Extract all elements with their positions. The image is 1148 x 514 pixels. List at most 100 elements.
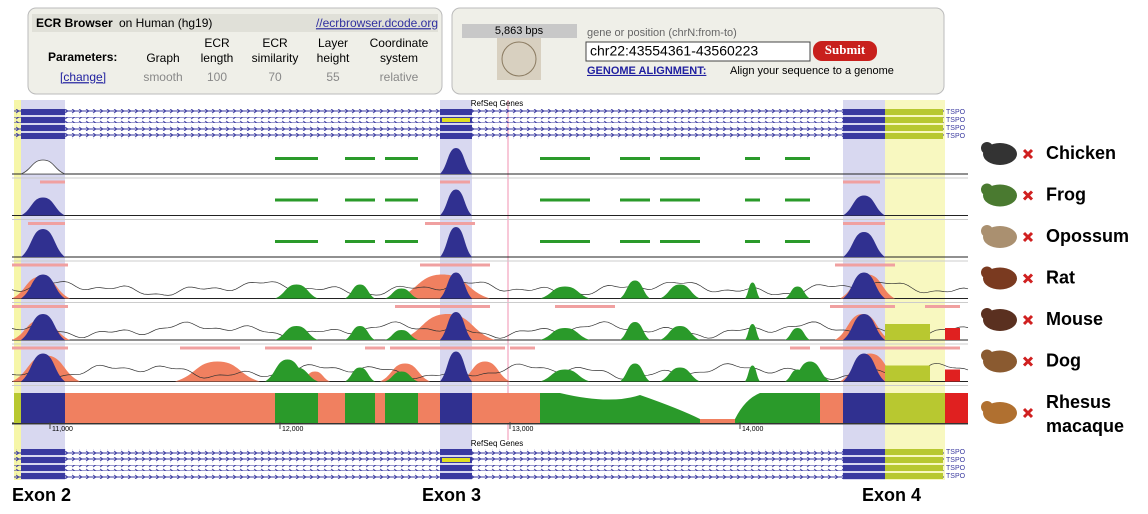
exon-box [21,465,65,471]
species-icon-head [981,225,993,237]
exon-fill [945,328,960,340]
exon-box [885,465,943,471]
exon-box [440,133,472,139]
site-link[interactable]: //ecrbrowser.dcode.org [316,16,438,30]
conservation-block [820,393,843,423]
ecr-bar [835,264,895,267]
ecr-green [275,240,318,243]
ecr-green [385,199,418,202]
ecr-green [620,157,650,160]
exon-box [21,109,65,115]
species-label: Rhesusmacaque [1046,392,1124,436]
exon-labels: Exon 2Exon 3Exon 4 [12,485,921,505]
exon-label: Exon 4 [862,485,921,505]
gene-name: TSPO [946,449,966,456]
remove-icon [1024,150,1032,158]
species-icon-head [981,142,993,154]
exon-box [21,449,65,455]
species-icon-head [981,308,993,320]
gene-name: TSPO [946,117,966,124]
conservation-block [14,393,21,423]
ecr-bar [820,347,960,350]
gene-name: TSPO [946,457,966,464]
ecr-bar [265,347,312,350]
transcript [14,473,944,479]
bps-label: 5,863 bps [495,25,544,37]
exon-fill [945,370,960,382]
ecr-bar [12,305,68,308]
species-label: Dog [1046,350,1081,370]
exon-label: Exon 2 [12,485,71,505]
gene-name: TSPO [946,125,966,132]
ecr-bar [510,347,535,350]
ecr-bar [420,264,490,267]
ecr-green [345,199,375,202]
exon-box [440,449,472,455]
ecr-bar [555,305,615,308]
exon-box [885,449,943,455]
exon-box [885,125,943,131]
ecr-bar [12,264,68,267]
species-label: Opossum [1046,226,1129,246]
gene-name: TSPO [946,465,966,472]
exon-box [21,125,65,131]
conservation-block [318,393,345,423]
ecr-green [540,157,590,160]
ecr-bar [180,347,240,350]
ecr-bar [390,347,505,350]
submit-label: Submit [825,42,866,57]
transcript [14,449,944,455]
ecr-green [660,157,700,160]
exon-box [843,109,885,115]
exon-box [21,473,65,479]
ruler-label: 14,000 [742,426,764,433]
conservation-block [885,393,945,423]
conservation-block [345,393,375,423]
ruler-label: 11,000 [52,426,73,433]
genes-label: RefSeq Genes [471,439,523,448]
genes-label: RefSeq Genes [471,99,523,108]
species-label: Mouse [1046,309,1103,329]
ecr-bar [843,181,880,184]
transcript [14,465,944,471]
exon-box [440,109,472,115]
exon-box [843,465,885,471]
exon-box [21,133,65,139]
ecr-green [540,240,590,243]
exon-box [885,109,943,115]
exon-box [843,449,885,455]
ecr-green [275,157,318,160]
exon-box [440,125,472,131]
ecr-bar [830,305,895,308]
ecr-green [620,199,650,202]
ecr-bar [843,222,885,225]
conservation-block [375,393,385,423]
species-icon-head [981,184,993,196]
exon-box [843,457,885,463]
conservation-block [440,393,472,423]
transcript [14,117,944,123]
ecr-bar [12,347,68,350]
exon-box [885,133,943,139]
exon-fill [885,324,930,340]
ecr-bar [425,222,475,225]
param-value: 100 [207,70,227,84]
param-value: 70 [268,70,282,84]
change-link[interactable]: [change] [60,70,106,84]
param-value: 55 [326,70,340,84]
param-name: Graph [146,51,179,65]
remove-icon [1024,192,1032,200]
ecr-bar [440,181,470,184]
remove-icon [1024,275,1032,283]
alignment-link[interactable]: GENOME ALIGNMENT: [587,65,706,77]
exon-box [440,473,472,479]
ruler-label: 13,000 [512,426,534,433]
browser-subtitle: on Human (hg19) [119,16,212,30]
ecr-green [785,240,810,243]
transcript [14,457,944,463]
conservation-block [472,393,540,423]
ruler-label: 12,000 [282,426,304,433]
